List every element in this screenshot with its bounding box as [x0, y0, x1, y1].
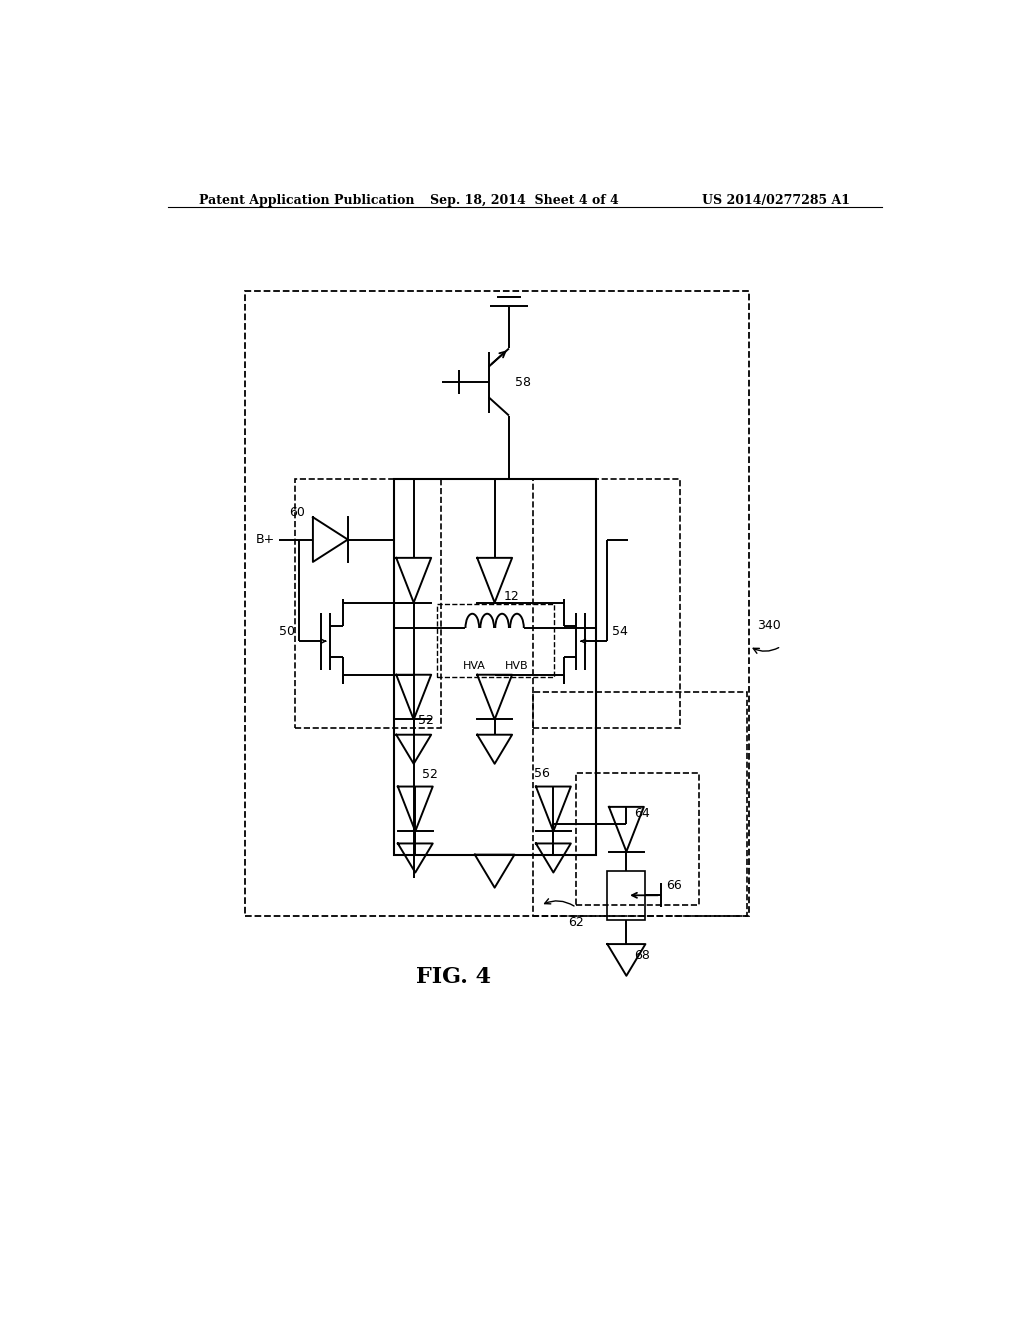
- Bar: [246, 290, 750, 916]
- Text: B+: B+: [256, 533, 274, 546]
- Text: 68: 68: [634, 949, 650, 962]
- Text: Sep. 18, 2014  Sheet 4 of 4: Sep. 18, 2014 Sheet 4 of 4: [430, 194, 620, 207]
- Text: 62: 62: [568, 916, 585, 928]
- Text: US 2014/0277285 A1: US 2014/0277285 A1: [702, 194, 850, 207]
- Text: 52: 52: [422, 768, 437, 781]
- Bar: [295, 479, 441, 727]
- Bar: [607, 871, 645, 920]
- Text: 64: 64: [634, 808, 650, 821]
- Text: 60: 60: [289, 507, 305, 519]
- Text: 58: 58: [515, 375, 531, 388]
- Bar: [577, 774, 699, 906]
- Text: HVA: HVA: [464, 660, 486, 671]
- Text: 50: 50: [279, 624, 295, 638]
- Text: 56: 56: [534, 767, 550, 780]
- Text: 12: 12: [504, 590, 520, 602]
- Bar: [394, 479, 596, 854]
- Text: 340: 340: [758, 619, 781, 632]
- Text: FIG. 4: FIG. 4: [416, 966, 490, 987]
- Text: 52: 52: [418, 714, 433, 727]
- Text: Patent Application Publication: Patent Application Publication: [200, 194, 415, 207]
- Bar: [532, 479, 680, 727]
- Text: 54: 54: [612, 624, 628, 638]
- Text: 66: 66: [667, 879, 682, 891]
- Text: HVB: HVB: [505, 660, 528, 671]
- Bar: [437, 603, 554, 677]
- Bar: [532, 692, 748, 916]
